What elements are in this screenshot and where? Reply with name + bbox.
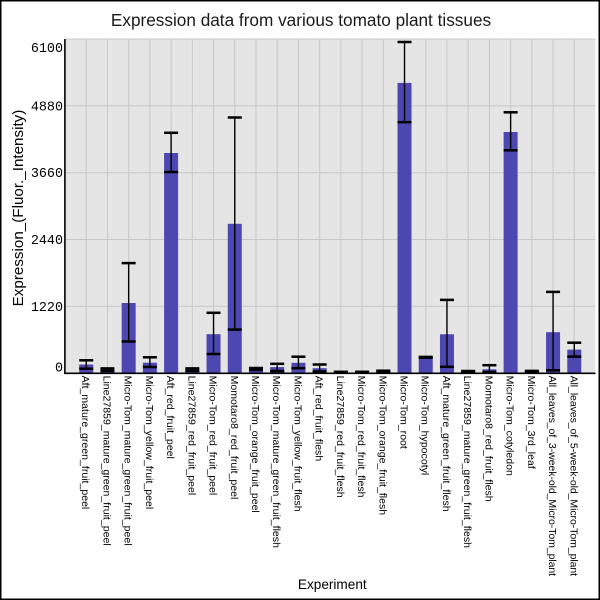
svg-text:Expression_(Fluor._Intensity): Expression_(Fluor._Intensity) — [10, 110, 27, 307]
svg-text:Momotaro8_red_fruit_flesh: Momotaro8_red_fruit_flesh — [482, 376, 494, 502]
svg-text:Aft_mature_green_fruit_peel: Aft_mature_green_fruit_peel — [79, 376, 91, 510]
svg-text:Aft_red_fruit_peel: Aft_red_fruit_peel — [164, 376, 176, 459]
svg-text:Line27859_red_fruit_flesh: Line27859_red_fruit_flesh — [334, 376, 346, 498]
svg-text:Micro-Tom_cotyledon: Micro-Tom_cotyledon — [504, 376, 516, 476]
svg-text:3660: 3660 — [31, 167, 63, 182]
svg-text:4880: 4880 — [31, 100, 63, 115]
svg-text:Aft_mature_green_fruit_flesh: Aft_mature_green_fruit_flesh — [440, 376, 452, 512]
svg-text:1220: 1220 — [31, 301, 63, 316]
svg-text:Experiment: Experiment — [298, 577, 367, 592]
svg-text:Micro-Tom_yellow_fruit_flesh: Micro-Tom_yellow_fruit_flesh — [291, 376, 303, 512]
svg-text:Micro-Tom_root: Micro-Tom_root — [398, 376, 410, 449]
svg-text:Micro-Tom_orange_fruit_peel: Micro-Tom_orange_fruit_peel — [249, 376, 261, 513]
svg-text:Aft_red_fruit_flesh: Aft_red_fruit_flesh — [313, 376, 325, 462]
svg-text:Expression data from various t: Expression data from various tomato plan… — [111, 10, 491, 30]
svg-text:Line27859_mature_green_fruit_p: Line27859_mature_green_fruit_peel — [100, 376, 112, 546]
svg-text:2440: 2440 — [31, 234, 63, 249]
svg-text:0: 0 — [55, 361, 63, 376]
svg-text:Micro-Tom_mature_green_fruit_p: Micro-Tom_mature_green_fruit_peel — [122, 376, 134, 546]
svg-text:Micro-Tom_hypocotyl: Micro-Tom_hypocotyl — [419, 376, 431, 476]
svg-text:Line27859_mature_green_fruit_f: Line27859_mature_green_fruit_flesh — [461, 376, 473, 549]
svg-text:Micro-Tom_3rd_leaf: Micro-Tom_3rd_leaf — [525, 376, 537, 469]
svg-text:6100: 6100 — [31, 42, 63, 57]
svg-text:Micro-Tom_orange_fruit_flesh: Micro-Tom_orange_fruit_flesh — [376, 376, 388, 516]
svg-text:Micro-Tom_red_fruit_flesh: Micro-Tom_red_fruit_flesh — [355, 376, 367, 498]
svg-text:Micro-Tom_mature_green_fruit_f: Micro-Tom_mature_green_fruit_flesh — [270, 376, 282, 548]
svg-text:All_leaves_of_3-week-old_Micro: All_leaves_of_3-week-old_Micro-Tom_plant — [546, 376, 558, 577]
svg-text:All_leaves_of_5-week-old_Micro: All_leaves_of_5-week-old_Micro-Tom_plant — [567, 376, 579, 577]
svg-text:Line27859_red_fruit_peel: Line27859_red_fruit_peel — [185, 376, 197, 496]
svg-text:Momotaro8_red_fruit_peel: Momotaro8_red_fruit_peel — [228, 376, 240, 500]
svg-text:Micro-Tom_yellow_fruit_peel: Micro-Tom_yellow_fruit_peel — [143, 376, 155, 510]
svg-text:Micro-Tom_red_fruit_peel: Micro-Tom_red_fruit_peel — [207, 376, 219, 496]
